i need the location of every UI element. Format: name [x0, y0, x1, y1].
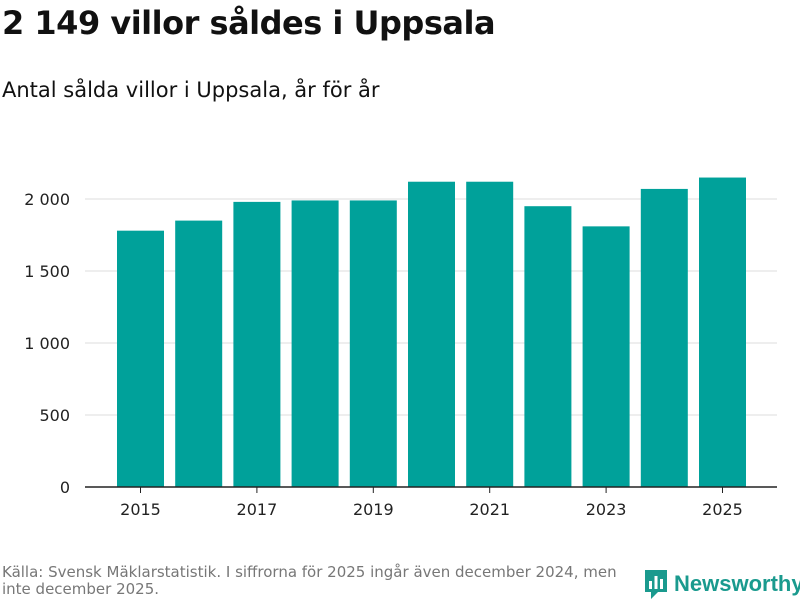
x-tick-label: 2023	[586, 500, 627, 519]
bars	[117, 177, 746, 488]
bar-2015	[117, 230, 164, 487]
y-tick-label: 1 500	[24, 262, 70, 281]
y-tick-label: 2 000	[24, 190, 70, 209]
chart-subtitle: Antal sålda villor i Uppsala, år för år	[2, 78, 380, 102]
x-tick-label: 2021	[469, 500, 510, 519]
brand-name: Newsworthy	[674, 571, 800, 596]
bar-2019	[349, 200, 397, 487]
newsworthy-icon	[645, 570, 667, 599]
bar-2021	[466, 181, 514, 487]
bar-2023	[582, 226, 630, 488]
bar-2020	[408, 181, 455, 487]
bar-2025	[699, 177, 746, 487]
bar-2017	[233, 201, 281, 487]
bar-2024	[640, 188, 688, 488]
x-tick-label: 2025	[702, 500, 743, 519]
brand-logo: Newsworthy	[644, 568, 800, 600]
y-tick-label: 500	[39, 406, 70, 425]
bar-2018	[291, 200, 339, 487]
chart-title: 2 149 villor såldes i Uppsala	[2, 4, 496, 42]
x-tick-label: 2015	[120, 500, 161, 519]
bar-2016	[175, 220, 223, 487]
y-tick-label: 0	[60, 478, 70, 497]
axes: 0 500 1 000 1 500 2 000 2015 2017 2019 2021 2023 2…	[24, 190, 777, 519]
bar-2022	[524, 206, 572, 487]
y-tick-label: 1 000	[24, 334, 70, 353]
x-tick-label: 2017	[237, 500, 278, 519]
bar-chart: 0 500 1 000 1 500 2 000 2015 2017 2019 2021 2023 2…	[24, 177, 777, 519]
x-tick-label: 2019	[353, 500, 394, 519]
source-note: Källa: Svensk Mäklarstatistik. I siffror…	[2, 563, 617, 598]
